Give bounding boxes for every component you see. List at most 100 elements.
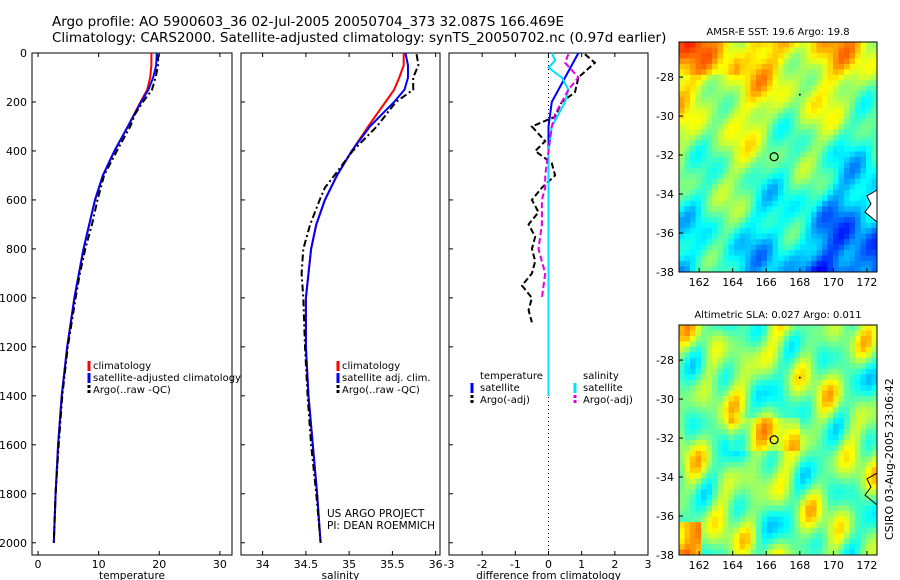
heatmap-cell <box>750 467 757 474</box>
heatmap-cell <box>866 80 872 87</box>
heatmap-cell <box>778 189 784 196</box>
heatmap-cell <box>866 467 872 474</box>
heatmap-cell <box>756 374 762 381</box>
heatmap-cell <box>855 261 861 267</box>
heatmap-cell <box>761 527 768 534</box>
heatmap-cell <box>800 129 806 136</box>
heatmap-cell <box>827 500 834 507</box>
heatmap-cell <box>778 429 784 435</box>
heatmap-cell <box>695 412 702 419</box>
heatmap-cell <box>690 489 696 496</box>
heatmap-cell <box>750 461 757 468</box>
heatmap-cell <box>734 189 740 196</box>
heatmap-cell <box>833 255 839 262</box>
heatmap-cell <box>756 505 762 512</box>
heatmap-cell <box>866 157 872 163</box>
heatmap-cell <box>750 91 757 98</box>
heatmap-cell <box>855 494 861 501</box>
heatmap-cell <box>778 538 784 545</box>
heatmap-cell <box>816 522 823 529</box>
y-tick-label: 1000 <box>0 292 27 305</box>
heatmap-cell <box>789 368 795 375</box>
heatmap-cell <box>855 401 861 408</box>
heatmap-cell <box>816 135 823 141</box>
heatmap-cell <box>712 368 718 375</box>
heatmap-cell <box>800 461 806 468</box>
heatmap-cell <box>833 140 839 147</box>
heatmap-cell <box>712 113 718 120</box>
heatmap-cell <box>827 357 834 364</box>
heatmap-cell <box>706 222 713 229</box>
heatmap-cell <box>871 96 878 103</box>
heatmap-cell <box>712 549 718 556</box>
heatmap-cell <box>833 135 839 141</box>
heatmap-cell <box>794 412 801 419</box>
heatmap-cell <box>767 96 773 103</box>
heatmap-cell <box>855 135 861 141</box>
heatmap-cell <box>684 244 691 251</box>
heatmap-cell <box>706 511 713 518</box>
heatmap-cell <box>767 527 773 534</box>
heatmap-cell <box>833 434 839 441</box>
heatmap-cell <box>860 173 867 180</box>
heatmap-cell <box>756 217 762 224</box>
heatmap-cell <box>679 374 685 381</box>
heatmap-cell <box>827 472 834 479</box>
heatmap-cell <box>772 363 779 370</box>
heatmap-cell <box>723 511 729 518</box>
heatmap-cell <box>789 189 795 196</box>
heatmap-cell <box>783 217 790 224</box>
heatmap-cell <box>860 42 867 48</box>
heatmap-cell <box>761 544 768 550</box>
heatmap-cell <box>772 151 779 158</box>
heatmap-cell <box>767 533 773 539</box>
heatmap-cell <box>750 407 757 414</box>
heatmap-cell <box>679 129 685 136</box>
heatmap-cell <box>849 113 856 120</box>
heatmap-cell <box>866 74 872 81</box>
heatmap-cell <box>734 434 740 441</box>
heatmap-cell <box>816 42 823 48</box>
heatmap-cell <box>756 385 762 392</box>
heatmap-cell <box>844 538 850 545</box>
heatmap-cell <box>827 255 834 262</box>
heatmap-cell <box>800 467 806 474</box>
heatmap-cell <box>838 178 845 185</box>
heatmap-cell <box>849 511 856 518</box>
heatmap-cell <box>679 135 685 141</box>
heatmap-cell <box>684 374 691 381</box>
heatmap-cell <box>860 544 867 550</box>
heatmap-cell <box>789 151 795 158</box>
heatmap-cell <box>866 244 872 251</box>
heatmap-cell <box>717 52 724 59</box>
heatmap-cell <box>712 255 718 262</box>
heatmap-cell <box>723 184 729 191</box>
heatmap-cell <box>695 266 702 273</box>
heatmap-cell <box>816 63 823 70</box>
heatmap-cell <box>800 472 806 479</box>
heatmap-cell <box>811 162 817 169</box>
heatmap-cell <box>811 118 817 125</box>
heatmap-cell <box>871 222 878 229</box>
heatmap-cell <box>739 222 746 229</box>
heatmap-cell <box>822 527 828 534</box>
heatmap-cell <box>717 206 724 213</box>
heatmap-cell <box>750 222 757 229</box>
heatmap-cell <box>789 522 795 529</box>
figure-title-line2: Climatology: CARS2000. Satellite-adjuste… <box>52 30 667 46</box>
heatmap-cell <box>783 423 790 430</box>
heatmap-cell <box>827 445 834 452</box>
heatmap-cell <box>816 412 823 419</box>
heatmap-cell <box>684 396 691 403</box>
heatmap-cell <box>750 173 757 180</box>
heatmap-cell <box>783 368 790 375</box>
heatmap-cell <box>695 162 702 169</box>
heatmap-cell <box>734 450 740 457</box>
heatmap-cell <box>712 107 718 114</box>
heatmap-cell <box>761 423 768 430</box>
heatmap-cell <box>838 162 845 169</box>
heatmap-cell <box>679 368 685 375</box>
heatmap-cell <box>756 418 762 424</box>
heatmap-cell <box>679 483 685 490</box>
heatmap-cell <box>816 228 823 235</box>
